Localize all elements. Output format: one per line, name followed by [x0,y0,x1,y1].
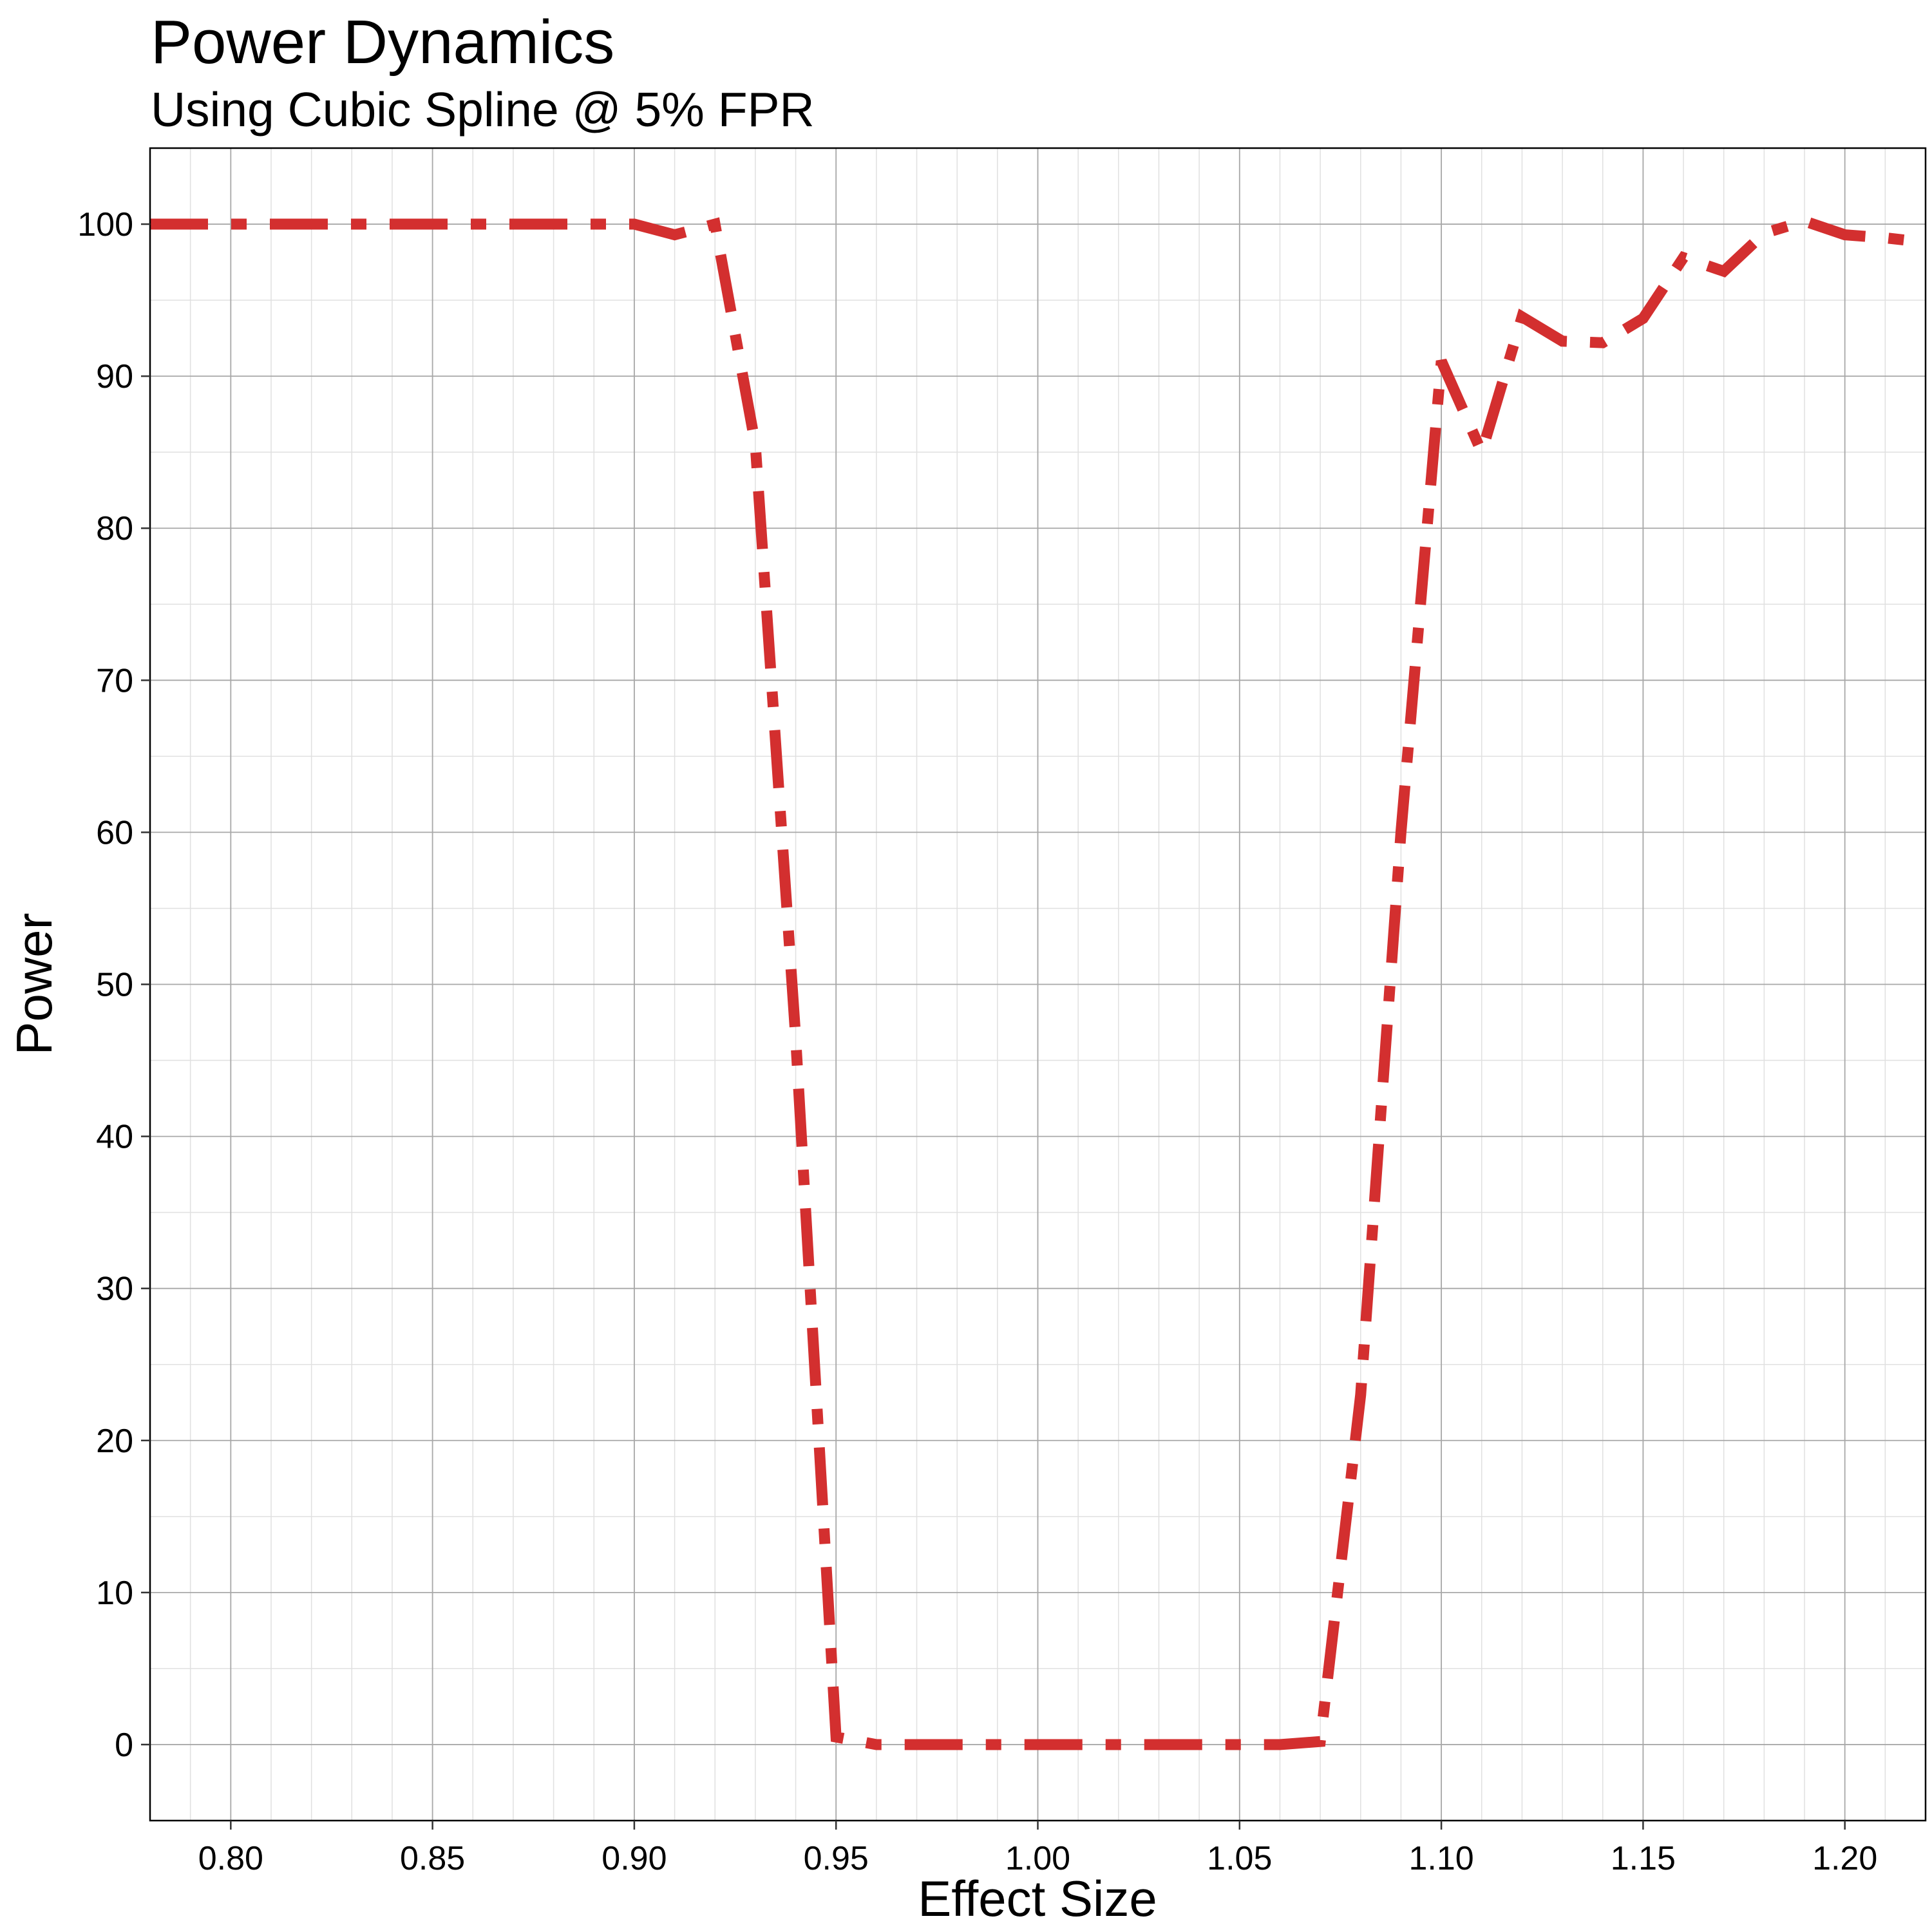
x-tick-label: 1.10 [1408,1840,1473,1877]
major-gridlines [150,148,1926,1821]
x-tick-label: 0.85 [400,1840,465,1877]
x-tick-label: 0.80 [198,1840,263,1877]
x-tick-label: 1.20 [1812,1840,1877,1877]
x-tick-label: 1.05 [1207,1840,1272,1877]
x-tick-label: 0.95 [804,1840,869,1877]
y-axis: 0 10 20 30 40 50 60 70 80 90 100 [77,206,150,1764]
y-tick-label: 90 [96,358,133,395]
x-tick-label: 1.00 [1005,1840,1070,1877]
y-axis-title: Power [6,913,62,1055]
y-tick-label: 30 [96,1271,133,1308]
x-tick-label: 0.90 [601,1840,667,1877]
y-tick-label: 50 [96,967,133,1004]
y-tick-label: 100 [77,206,133,243]
y-tick-label: 40 [96,1119,133,1156]
chart-title: Power Dynamics [151,8,614,77]
x-axis: 0.80 0.85 0.90 0.95 1.00 1.05 1.10 1.15 1.20 [198,1821,1877,1877]
series-line-0 [150,215,1926,1750]
x-tick-label: 1.15 [1611,1840,1676,1877]
y-tick-label: 0 [115,1727,133,1764]
y-tick-label: 70 [96,662,133,699]
series-layer [150,215,1926,1750]
chart-subtitle: Using Cubic Spline @ 5% FPR [151,82,815,137]
x-axis-title: Effect Size [918,1870,1157,1927]
y-tick-label: 80 [96,510,133,547]
y-tick-label: 20 [96,1423,133,1460]
y-tick-label: 10 [96,1575,133,1612]
y-tick-label: 60 [96,814,133,851]
